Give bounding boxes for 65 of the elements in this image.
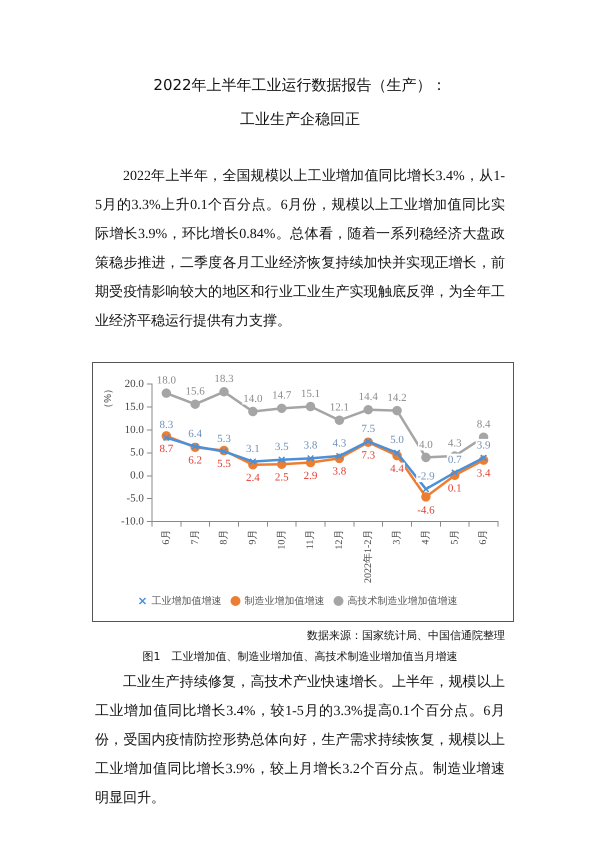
data-label: 0.1 [448,482,462,495]
data-label: 7.3 [361,450,376,462]
y-tick-label: -10.0 [120,516,144,528]
x-tick-label: 7月 [190,530,201,545]
data-label: 18.3 [214,373,234,386]
data-label: 2.9 [304,470,318,482]
data-label: 6.2 [188,454,202,467]
data-label: 3.9 [476,439,491,452]
text: 2022年上半年，全国规模以上工业增加值同比增长3.4%，从1-5月的3.3%上升0.1个百分点。6月份，规模以上工业增加值同比实际增长3.9%，环比增长0.84%。总体看，随着一系列稳经济大盘政策稳步推进，二季度各月工业经济恢复持续加快并实现正增长，前期受疫情影响较大的地区和行业工业生产实现触底反弹，为全年工业经济平稳运行提供有力支撑。 [95,168,505,331]
data-label: 15.1 [300,388,320,400]
legend-label: 工业增加值增速 [152,594,222,607]
data-label: 8.7 [159,443,174,456]
data-label: 5.5 [217,458,232,470]
data-label: 15.6 [186,386,206,398]
data-label: 0.7 [448,454,462,466]
x-tick-label: 5月 [449,530,460,545]
caption: 图1 工业增加值、制造业增加值、高技术制造业增加值当月增速 [142,649,458,664]
data-label: 3.1 [246,442,260,455]
x-tick-label: 6月 [160,530,172,545]
data-label: 8.3 [159,419,174,432]
y-tick-label: 0.0 [130,470,144,482]
legend-label: 制造业增加值增速 [244,594,324,607]
data-label: 14.2 [387,392,407,404]
x-tick-label: 10月 [276,530,288,550]
data-label: 3.4 [476,468,491,480]
chart-subtitle: 工业生产企稳回正 [239,109,361,130]
x-tick-label: 2022年1-2月 [362,530,374,584]
data-label: 7.5 [361,422,376,435]
data-label: 4.4 [390,462,404,475]
chart-title: 2022年上半年工业运行数据报告（生产）： [152,75,448,96]
data-label: 14.4 [358,391,378,404]
data-label: 14.7 [272,390,292,402]
data-label: 8.4 [476,418,491,431]
data-label: 4.3 [332,437,347,450]
data-label: -4.6 [417,504,436,516]
legend-label: 高技术制造业增加值增速 [348,594,458,607]
x-tick-label: 3月 [392,530,403,545]
x-tick-label: 4月 [420,530,432,545]
data-label: 12.1 [330,402,349,414]
data-label: 4.0 [419,438,434,451]
text: 工业生产持续修复，高技术产业快速增长。上半年，规模以上工业增加值同比增长3.4%，较1-5月的3.3%提高0.1个百分点。6月份，受国内疫情防控形势总体向好，生产需求持续恢复，规模以上工业增加值同比增长3.9%，较上月增长3.2个百分点。制造业增速明显回升。 [95,673,505,808]
y-tick-label: 20.0 [124,378,144,390]
data-label: 5.0 [390,434,404,446]
source-note: 数据来源：国家统计局、中国信通院整理 [306,628,505,643]
y-tick-label: 5.0 [130,446,144,459]
x-tick-label: 8月 [218,530,230,545]
data-label: 2.4 [246,472,260,484]
y-tick-label: 10.0 [124,424,144,436]
data-label: 6.4 [188,428,203,440]
x-tick-label: 12月 [334,530,345,550]
data-label: -2.9 [417,470,436,482]
y-tick-label: -5.0 [126,492,144,505]
y-tick-label: 15.0 [124,400,144,413]
data-label: 18.0 [156,374,176,387]
data-label: 4.3 [448,437,462,450]
data-label: 2.5 [274,472,290,484]
data-label: 3.8 [332,466,347,478]
x-tick-label: 11月 [305,530,316,550]
x-tick-label: 9月 [247,530,258,545]
data-label: 3.8 [304,440,318,452]
x-tick-label: 6月 [478,530,490,545]
data-label: 14.0 [243,392,263,405]
y-axis-title: （%） [102,384,114,413]
data-label: 3.5 [274,441,290,454]
data-label: 5.3 [217,432,232,445]
